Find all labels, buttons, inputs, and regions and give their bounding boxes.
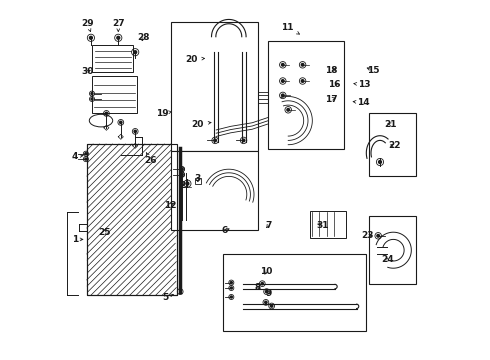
Bar — [369, 216, 416, 284]
Text: 28: 28 — [137, 33, 150, 42]
Text: 8: 8 — [254, 284, 261, 292]
Circle shape — [265, 301, 267, 303]
Circle shape — [90, 36, 92, 39]
Text: 7: 7 — [265, 220, 271, 230]
Text: 9: 9 — [265, 289, 271, 298]
Circle shape — [186, 182, 189, 185]
Text: 1: 1 — [72, 235, 83, 244]
Ellipse shape — [89, 114, 113, 127]
Text: 25: 25 — [98, 228, 111, 237]
Bar — [87, 144, 176, 295]
Text: 3: 3 — [194, 174, 200, 183]
Text: 19: 19 — [156, 109, 171, 118]
Text: 24: 24 — [381, 256, 393, 264]
Bar — [196, 178, 201, 184]
Circle shape — [91, 98, 93, 100]
Bar — [92, 76, 137, 113]
Circle shape — [379, 161, 381, 163]
Circle shape — [134, 130, 136, 132]
Circle shape — [261, 283, 264, 285]
Text: 26: 26 — [145, 153, 157, 165]
Bar — [92, 45, 133, 72]
Bar — [87, 144, 176, 295]
Circle shape — [281, 63, 284, 66]
Text: 20: 20 — [186, 55, 204, 64]
Text: 31: 31 — [316, 220, 329, 230]
Text: 16: 16 — [328, 80, 341, 89]
Circle shape — [181, 168, 183, 170]
Bar — [171, 151, 258, 230]
Circle shape — [242, 139, 245, 142]
Circle shape — [105, 112, 107, 114]
Text: 30: 30 — [81, 68, 94, 77]
Text: 29: 29 — [81, 19, 94, 32]
Text: 15: 15 — [367, 66, 379, 75]
Bar — [223, 254, 366, 331]
Circle shape — [85, 153, 87, 155]
Text: 5: 5 — [162, 292, 173, 302]
Circle shape — [120, 121, 122, 123]
Text: 13: 13 — [354, 80, 370, 89]
Text: 12: 12 — [164, 201, 176, 210]
Circle shape — [134, 51, 137, 54]
Circle shape — [214, 139, 217, 142]
Text: 27: 27 — [112, 19, 124, 32]
Text: 2: 2 — [179, 181, 185, 190]
Circle shape — [287, 108, 290, 111]
Circle shape — [281, 80, 284, 82]
Circle shape — [117, 36, 120, 39]
Text: 6: 6 — [221, 226, 229, 235]
Circle shape — [270, 305, 273, 307]
Text: 17: 17 — [325, 94, 338, 104]
Circle shape — [281, 94, 284, 97]
Circle shape — [266, 291, 268, 293]
Text: 20: 20 — [191, 120, 211, 129]
Circle shape — [301, 63, 304, 66]
Circle shape — [181, 174, 183, 176]
Text: 10: 10 — [260, 267, 272, 276]
Circle shape — [230, 282, 232, 284]
Circle shape — [230, 296, 232, 298]
Text: 23: 23 — [361, 231, 374, 240]
Text: 11: 11 — [281, 22, 299, 34]
Circle shape — [85, 158, 87, 160]
Bar — [269, 41, 344, 149]
Circle shape — [181, 174, 183, 176]
Circle shape — [377, 234, 379, 237]
Text: 14: 14 — [353, 98, 370, 107]
Circle shape — [301, 80, 304, 82]
Bar — [310, 211, 346, 238]
Bar — [87, 144, 176, 295]
Bar — [369, 113, 416, 176]
Text: 22: 22 — [388, 141, 401, 150]
Circle shape — [91, 93, 93, 95]
Text: 21: 21 — [385, 120, 397, 129]
Circle shape — [230, 287, 232, 289]
Text: 18: 18 — [325, 66, 338, 75]
Text: 4: 4 — [72, 152, 83, 161]
Bar — [171, 22, 258, 151]
Circle shape — [181, 168, 183, 170]
